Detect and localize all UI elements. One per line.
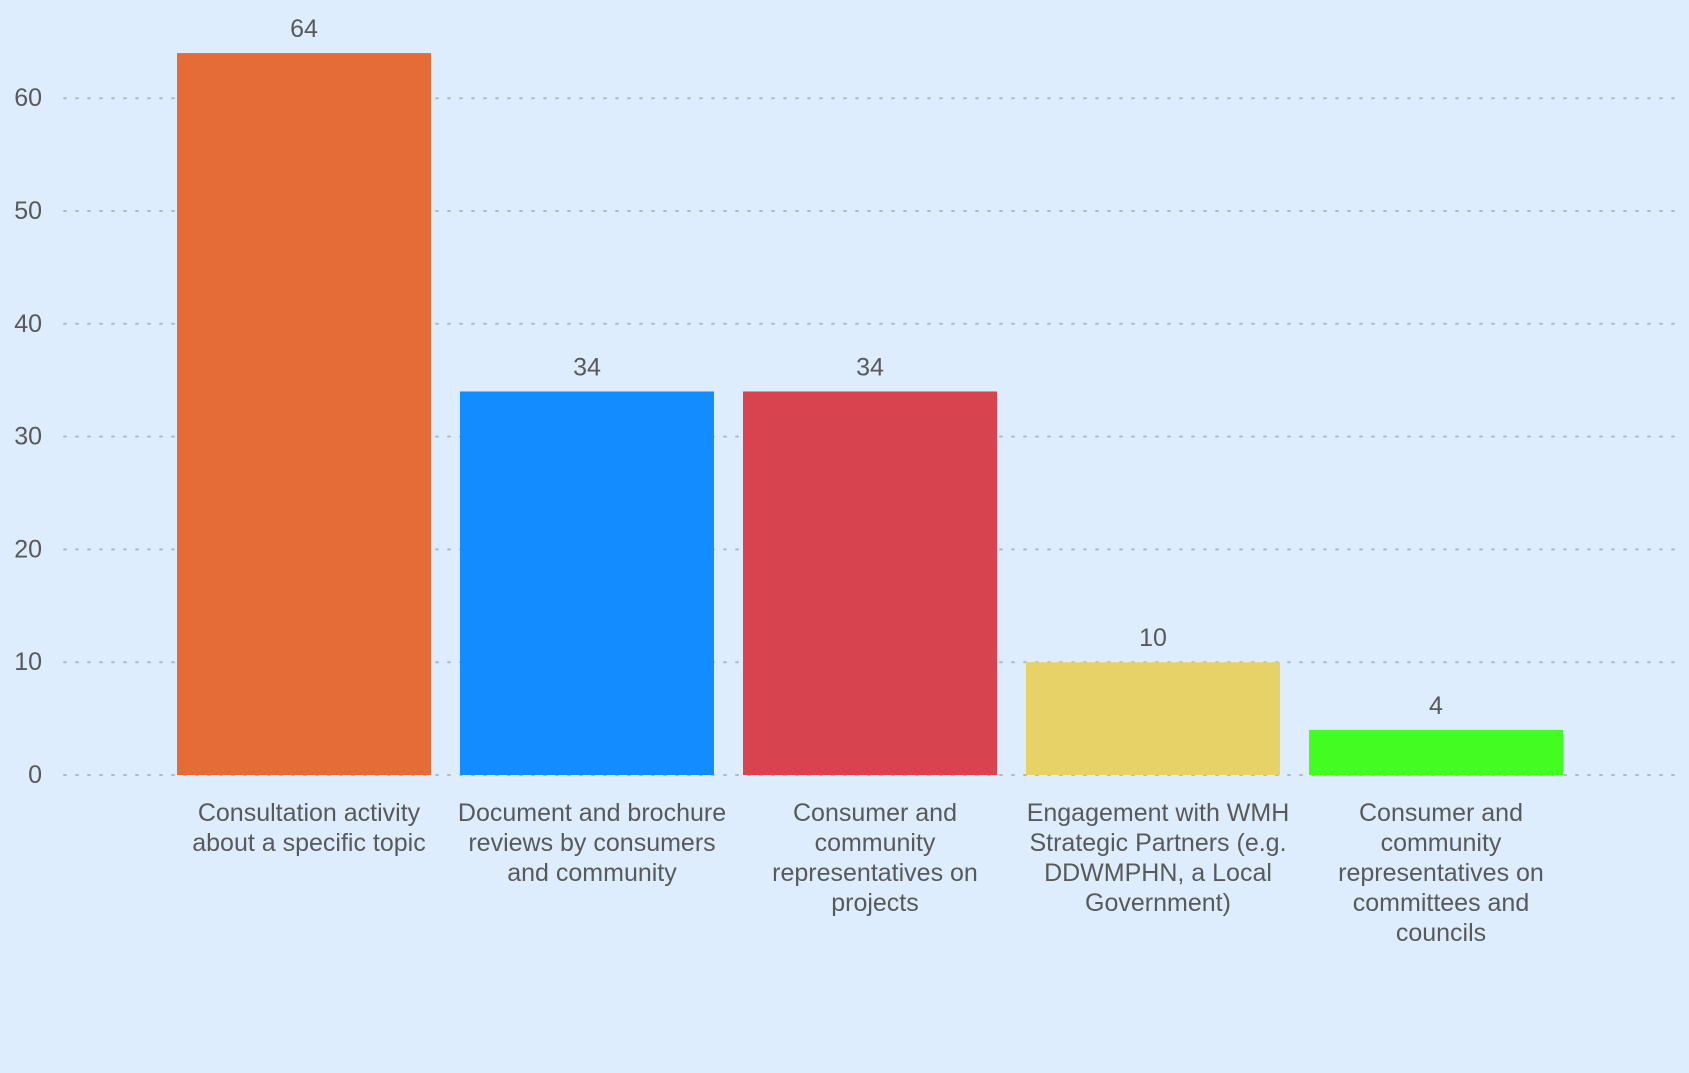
category-label-line: community bbox=[1381, 829, 1502, 857]
y-tick-label: 50 bbox=[14, 197, 42, 225]
data-label: 34 bbox=[856, 353, 884, 381]
category-label-line: Consumer and bbox=[1359, 799, 1523, 827]
y-tick-label: 60 bbox=[14, 84, 42, 112]
y-tick-label: 20 bbox=[14, 535, 42, 563]
category-label: Document and brochure reviews by consumer… bbox=[458, 799, 726, 887]
category-label-line: community bbox=[815, 829, 936, 857]
y-tick-label: 30 bbox=[14, 423, 42, 451]
category-label-line: DDWMPHN, a Local bbox=[1044, 859, 1272, 887]
category-label-line: Engagement with WMH bbox=[1027, 799, 1290, 827]
category-label-line: about a specific topic bbox=[192, 829, 425, 857]
bar bbox=[1026, 662, 1280, 775]
bar bbox=[1309, 729, 1563, 775]
category-label-line: Strategic Partners (e.g. bbox=[1029, 829, 1286, 857]
bar bbox=[177, 53, 431, 775]
bars bbox=[177, 53, 1563, 775]
category-label-line: Government) bbox=[1085, 889, 1231, 917]
category-label-line: representatives on bbox=[772, 859, 978, 887]
category-label: Consumer and community representatives on c… bbox=[1338, 799, 1544, 947]
bar bbox=[460, 391, 714, 775]
category-label-line: Document and brochure bbox=[458, 799, 726, 827]
data-label: 34 bbox=[573, 353, 601, 381]
category-label-line: councils bbox=[1396, 919, 1486, 947]
category-label-line: reviews by consumers bbox=[468, 829, 715, 857]
category-label-line: committees and bbox=[1353, 889, 1529, 917]
data-label: 4 bbox=[1429, 692, 1443, 720]
category-label-line: Consumer and bbox=[793, 799, 957, 827]
category-label-line: and community bbox=[507, 859, 677, 887]
category-label-line: Consultation activity bbox=[198, 799, 421, 827]
category-label: Consultation activity about a specific to… bbox=[192, 799, 425, 857]
data-label: 10 bbox=[1139, 624, 1167, 652]
data-labels: 64 34 34 10 4 bbox=[290, 15, 1443, 720]
y-tick-label: 0 bbox=[28, 761, 42, 789]
category-label-line: projects bbox=[831, 889, 919, 917]
y-tick-label: 10 bbox=[14, 648, 42, 676]
data-label: 64 bbox=[290, 15, 318, 43]
category-label: Consumer and community representatives on p… bbox=[772, 799, 978, 917]
category-label: Engagement with WMH Strategic Partners (e… bbox=[1027, 799, 1290, 917]
bar bbox=[743, 391, 997, 775]
category-label-line: representatives on bbox=[1338, 859, 1544, 887]
y-axis-ticks: 0 10 20 30 40 50 60 bbox=[14, 84, 42, 789]
y-tick-label: 40 bbox=[14, 310, 42, 338]
category-labels: Consultation activity about a specific to… bbox=[192, 799, 1544, 947]
